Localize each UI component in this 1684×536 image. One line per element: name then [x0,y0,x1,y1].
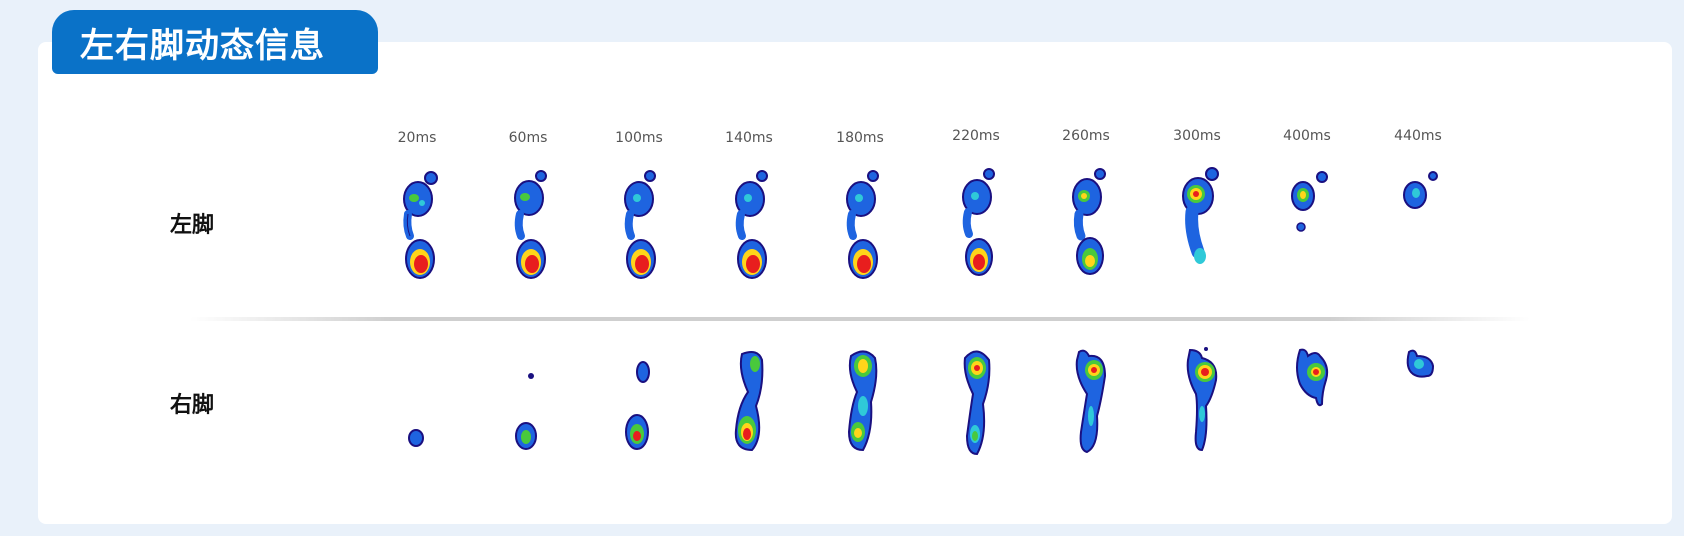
right-foot-pressure-440ms [1406,349,1435,378]
time-label: 300ms [1173,128,1221,144]
time-label: 400ms [1283,128,1331,144]
left-foot-pressure-400ms [1291,171,1328,232]
time-label: 60ms [508,130,548,146]
left-foot-pressure-260ms [1072,168,1106,275]
time-label: 440ms [1394,128,1442,144]
left-foot-pressure-140ms [735,170,768,279]
left-foot-pressure-440ms [1403,171,1438,209]
right-foot-pressure-100ms [625,361,650,450]
time-label: 180ms [836,130,884,146]
right-foot-pressure-260ms [1075,349,1107,454]
section-title: 左右脚动态信息 [52,10,378,74]
right-foot-pressure-300ms [1186,347,1218,452]
left-foot-pressure-60ms [514,170,547,279]
right-foot-pressure-400ms [1296,348,1329,407]
right-foot-pressure-180ms [847,350,878,452]
time-label: 140ms [725,130,773,146]
time-label: 260ms [1062,128,1110,144]
time-label: 100ms [615,130,663,146]
right-foot-pressure-220ms [963,350,991,456]
left-foot-label: 左脚 [170,213,215,238]
time-label: 220ms [952,128,1000,144]
time-label: 20ms [397,130,437,146]
left-foot-pressure-220ms [962,168,995,276]
right-foot-pressure-20ms [408,429,424,447]
left-foot-pressure-100ms [624,170,656,279]
left-foot-pressure-300ms [1182,167,1219,264]
right-foot-pressure-140ms [734,351,764,452]
left-foot-pressure-180ms [846,170,879,279]
row-divider [190,317,1530,321]
left-foot-pressure-20ms [403,171,438,279]
right-foot-label: 右脚 [170,393,215,418]
right-foot-pressure-60ms [515,373,537,450]
